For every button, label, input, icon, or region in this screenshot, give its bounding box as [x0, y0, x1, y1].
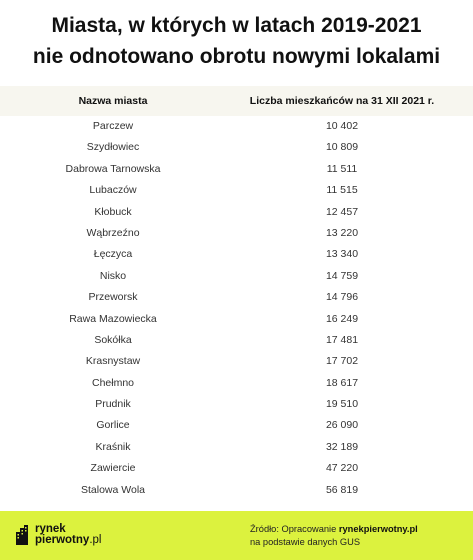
city-name-cell: Przeworsk	[88, 291, 138, 304]
table-row: Wąbrzeźno 13 220	[0, 223, 473, 244]
population-cell: 14 759	[325, 269, 359, 282]
logo-line-2-suffix: .pl	[89, 534, 102, 546]
table-body: Parczew 10 402 Szydłowiec 10 809 Dabrowa Tar…	[0, 116, 473, 501]
city-name-cell: Zawiercie	[90, 462, 136, 475]
table-row: Krasnystaw 17 702	[0, 351, 473, 372]
table-row: Prudnik 19 510	[0, 394, 473, 415]
population-cell: 18 617	[325, 376, 359, 389]
table-row: Lubaczów 11 515	[0, 180, 473, 201]
population-cell: 13 220	[325, 226, 359, 239]
logo: rynek pierwotny.pl	[14, 523, 102, 546]
population-cell: 12 457	[325, 205, 359, 218]
population-cell: 19 510	[325, 398, 359, 411]
city-name-cell: Krasnystaw	[85, 355, 141, 368]
page-title: Miasta, w których w latach 2019-2021 nie…	[0, 0, 473, 72]
population-cell: 26 090	[325, 419, 359, 432]
source-note: Źródło: Opracowanie rynekpierwotny.pl na…	[250, 523, 418, 549]
table-row: Stalowa Wola 56 819	[0, 480, 473, 501]
city-name-cell: Wąbrzeźno	[86, 226, 140, 239]
population-cell: 10 402	[325, 120, 359, 132]
table-row: Szydłowiec 10 809	[0, 137, 473, 158]
logo-text: rynek pierwotny.pl	[35, 523, 102, 546]
logo-mark-icon	[16, 525, 28, 545]
title-line-1: Miasta, w których w latach 2019-2021	[51, 14, 422, 37]
logo-line-2: pierwotny.pl	[35, 534, 102, 546]
city-name-cell: Dabrowa Tarnowska	[65, 162, 161, 175]
city-name-cell: Lubaczów	[89, 184, 137, 197]
city-name-cell: Rawa Mazowiecka	[69, 312, 157, 325]
table-row: Dabrowa Tarnowska 11 511	[0, 159, 473, 180]
city-name-cell: Parczew	[92, 120, 134, 132]
title-line-2: nie odnotowano obrotu nowymi lokalami	[32, 45, 441, 68]
source-bold: rynekpierwotny.pl	[338, 524, 418, 534]
source-line-1: Źródło: Opracowanie rynekpierwotny.pl	[250, 523, 418, 536]
source-line-2: na podstawie danych GUS	[250, 537, 361, 547]
logo-line-2-bold: pierwotny	[35, 534, 90, 546]
table-row: Kraśnik 32 189	[0, 437, 473, 458]
city-name-cell: Nisko	[99, 269, 127, 282]
city-name-cell: Stalowa Wola	[80, 483, 145, 496]
table-row: Rawa Mazowiecka 16 249	[0, 309, 473, 330]
table-header: Nazwa miasta Liczba mieszkańców na 31 XI…	[0, 86, 473, 116]
city-name-cell: Kraśnik	[95, 440, 131, 453]
table-row: Kłobuck 12 457	[0, 202, 473, 223]
population-cell: 47 220	[325, 462, 359, 475]
population-cell: 16 249	[325, 312, 359, 325]
city-name-cell: Łęczyca	[93, 248, 133, 261]
population-cell: 56 819	[325, 483, 359, 496]
table-row: Sokółka 17 481	[0, 330, 473, 351]
table-row: Przeworsk 14 796	[0, 287, 473, 308]
population-cell: 32 189	[325, 440, 359, 453]
city-name-cell: Kłobuck	[94, 205, 132, 218]
population-cell: 11 511	[326, 162, 358, 175]
population-cell: 11 515	[326, 184, 358, 197]
table-row: Zawiercie 47 220	[0, 458, 473, 479]
city-name-cell: Chełmno	[91, 376, 135, 389]
footer: rynek pierwotny.pl Źródło: Opracowanie r…	[0, 511, 473, 560]
population-cell: 10 809	[325, 141, 359, 154]
source-prefix: Źródło: Opracowanie	[250, 524, 339, 534]
city-name-cell: Sokółka	[94, 333, 132, 346]
column-header-city: Nazwa miasta	[78, 95, 148, 107]
city-name-cell: Gorlice	[96, 419, 130, 432]
table-row: Łęczyca 13 340	[0, 244, 473, 265]
city-name-cell: Prudnik	[95, 398, 131, 411]
population-cell: 14 796	[325, 291, 359, 304]
population-cell: 13 340	[325, 248, 359, 261]
table-row: Parczew 10 402	[0, 116, 473, 137]
table-row: Chełmno 18 617	[0, 373, 473, 394]
table-row: Nisko 14 759	[0, 266, 473, 287]
population-cell: 17 481	[325, 333, 359, 346]
population-cell: 17 702	[325, 355, 359, 368]
column-header-population: Liczba mieszkańców na 31 XII 2021 r.	[249, 95, 435, 107]
city-name-cell: Szydłowiec	[86, 141, 140, 154]
logo-line-1: rynek	[35, 523, 66, 535]
table-row: Gorlice 26 090	[0, 415, 473, 436]
